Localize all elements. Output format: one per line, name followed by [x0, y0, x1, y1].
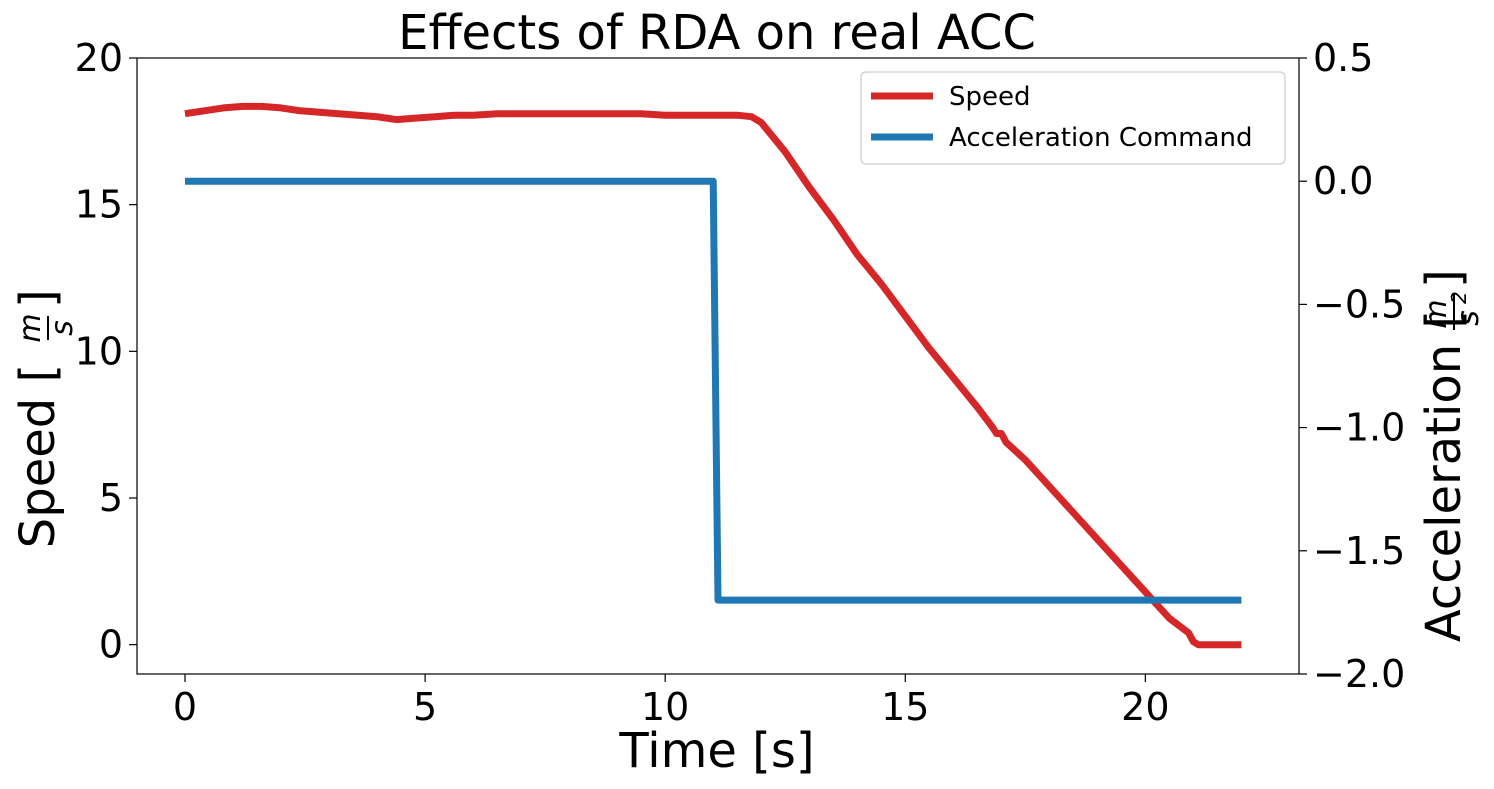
right-y-axis-title-close: ] — [1416, 269, 1472, 288]
chart-title: Effects of RDA on real ACC — [398, 5, 1036, 61]
legend-label-speed: Speed — [949, 82, 1031, 112]
left-y-axis-title-close: ] — [10, 289, 66, 308]
x-tick-label: 20 — [1121, 685, 1169, 729]
right-y-axis-title: Acceleration [ m s 2 ] — [1416, 269, 1486, 642]
x-tick-label: 10 — [641, 685, 689, 729]
legend-box — [860, 71, 1286, 165]
right-y-tick-label: −1.5 — [1313, 529, 1405, 573]
right-y-tick-label: −1.0 — [1313, 406, 1405, 450]
right-y-axis-unit-exponent: 2 — [1447, 291, 1471, 304]
series-line-acceleration-command — [185, 177, 1242, 604]
left-y-tick-label: 15 — [75, 183, 123, 227]
left-y-tick-label: 10 — [75, 329, 123, 373]
left-y-tick-label: 0 — [99, 623, 123, 667]
right-y-axis-unit-denominator: s — [1451, 310, 1486, 326]
x-axis-title: Time [s] — [618, 723, 814, 779]
left-y-axis-unit-denominator: s — [45, 320, 80, 336]
x-tick-label: 15 — [881, 685, 929, 729]
left-y-tick-label: 20 — [75, 36, 123, 80]
left-y-axis-unit-numerator: m — [13, 313, 48, 342]
series-line-speed — [184, 102, 1242, 649]
left-y-axis-title: Speed [ m s ] — [10, 289, 80, 548]
x-tick-label: 5 — [413, 685, 437, 729]
plot-area-frame — [136, 57, 1300, 675]
right-y-tick-label: −2.0 — [1313, 652, 1405, 696]
x-axis-ticks: 0 5 10 15 20 — [173, 674, 1170, 729]
x-tick-label: 0 — [173, 685, 197, 729]
left-y-axis-ticks: 0 5 10 15 20 — [75, 36, 137, 667]
legend-label-acceleration-command: Acceleration Command — [949, 123, 1252, 153]
right-y-tick-label: 0.5 — [1313, 36, 1373, 80]
plot-lines — [184, 102, 1242, 649]
left-y-tick-label: 5 — [99, 476, 123, 520]
right-y-axis-unit-numerator: m — [1419, 299, 1454, 328]
left-y-axis-title-text: Speed [ — [10, 364, 66, 548]
right-y-axis-title-text: Acceleration [ — [1416, 310, 1472, 642]
right-y-tick-label: −0.5 — [1313, 282, 1405, 326]
right-y-tick-label: 0.0 — [1313, 159, 1373, 203]
right-y-axis-ticks: −2.0 −1.5 −1.0 −0.5 0.0 0.5 — [1299, 36, 1405, 696]
legend: Speed Acceleration Command — [860, 71, 1286, 165]
